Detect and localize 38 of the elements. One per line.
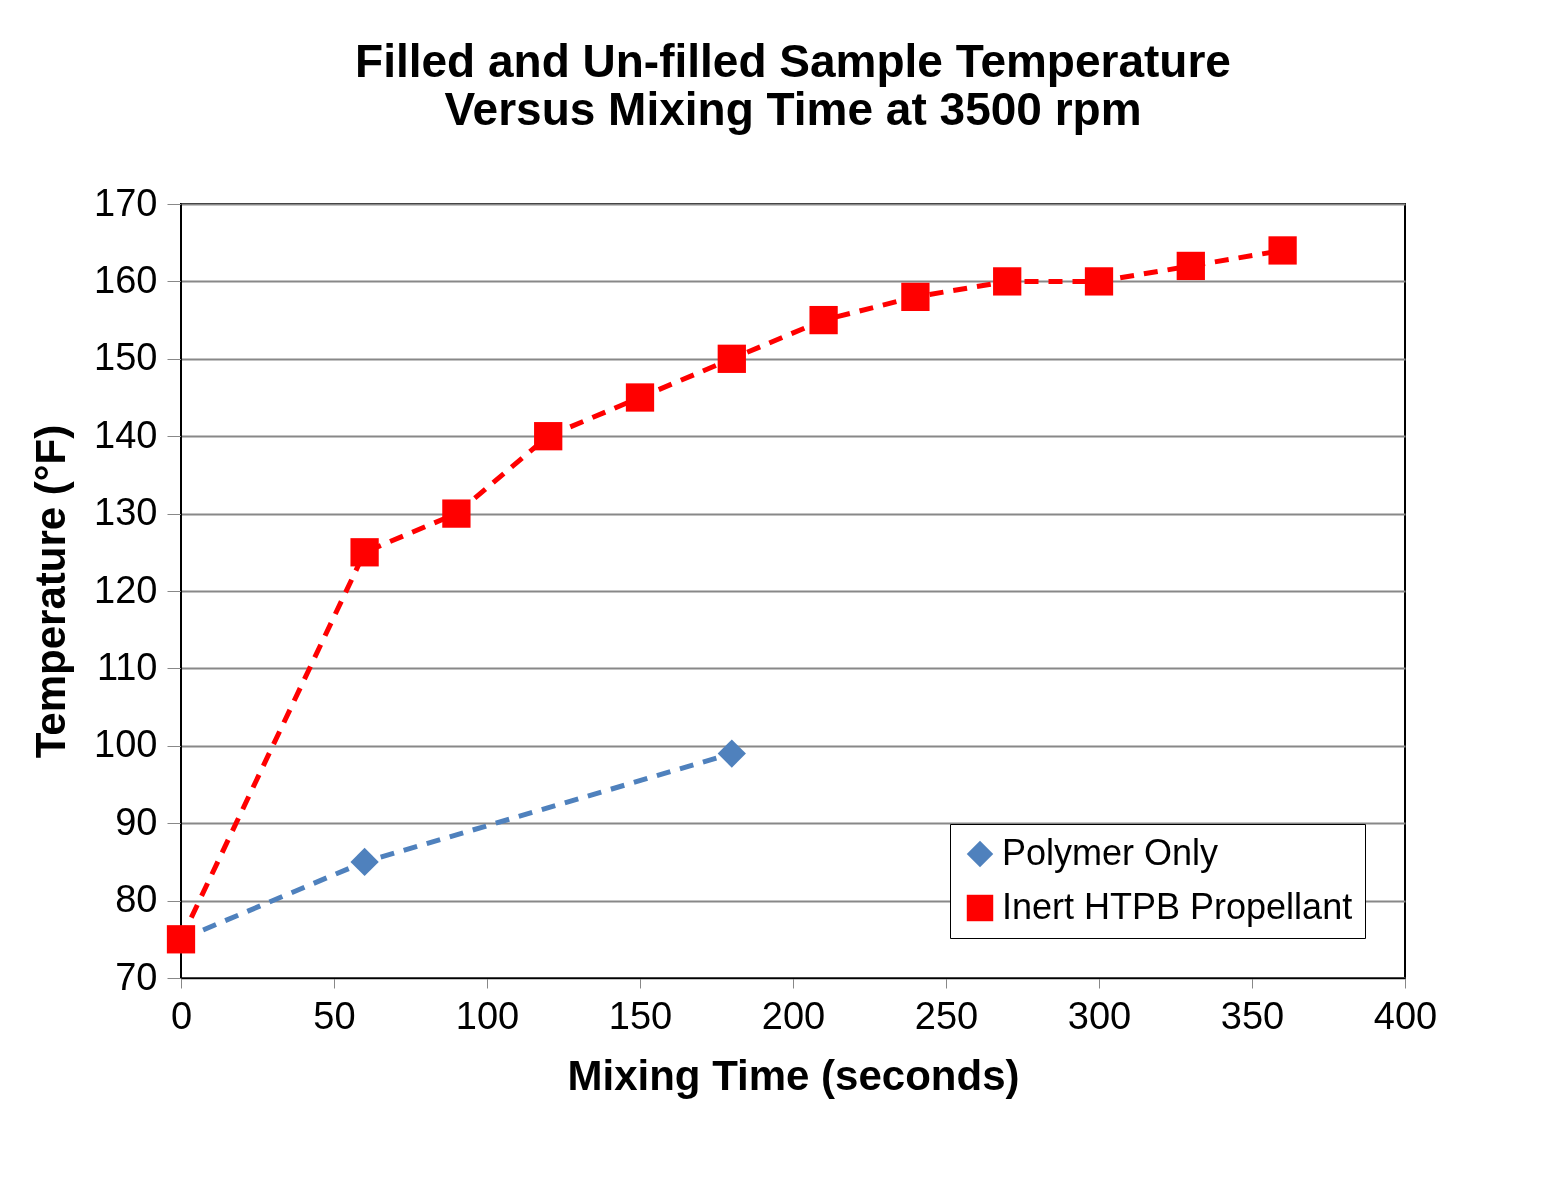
x-tick-label: 50 bbox=[313, 994, 356, 1037]
legend-label: Polymer Only bbox=[1002, 832, 1219, 873]
y-tick-label: 160 bbox=[94, 258, 158, 301]
y-tick-label: 80 bbox=[115, 878, 158, 921]
y-tick-label: 140 bbox=[94, 413, 158, 456]
legend-label: Inert HTPB Propellant bbox=[1002, 886, 1353, 927]
point bbox=[625, 383, 655, 412]
y-tick-label: 120 bbox=[94, 568, 158, 611]
y-axis-title: Temperature (°F) bbox=[27, 424, 75, 759]
point bbox=[350, 847, 379, 877]
point bbox=[993, 267, 1022, 296]
point bbox=[717, 739, 746, 768]
x-tick-label: 350 bbox=[1220, 994, 1285, 1037]
x-tick-label: 0 bbox=[170, 994, 193, 1037]
point bbox=[717, 344, 746, 373]
y-tick-label: 170 bbox=[94, 181, 158, 224]
y-tick-label: 70 bbox=[115, 955, 158, 998]
x-tick-label: 250 bbox=[914, 994, 979, 1037]
chart-title: Filled and Un-filled Sample Temperature Versus Mixing Time at 3500 rpm bbox=[355, 35, 1231, 135]
y-tick-label: 100 bbox=[94, 723, 158, 766]
x-axis-title: Mixing Time (seconds) bbox=[567, 1051, 1020, 1099]
point bbox=[350, 538, 379, 567]
x-tick-label: 200 bbox=[761, 994, 826, 1037]
x-tick-label: 300 bbox=[1067, 994, 1132, 1037]
x-tick-label: 100 bbox=[455, 994, 520, 1037]
y-tick-label: 110 bbox=[96, 645, 158, 688]
x-tick-label: 400 bbox=[1373, 994, 1438, 1037]
point bbox=[442, 499, 471, 528]
point bbox=[809, 305, 838, 335]
y-tick-label: 130 bbox=[94, 491, 158, 534]
point bbox=[1084, 267, 1114, 296]
y-tick-label: 150 bbox=[94, 336, 158, 379]
point bbox=[1268, 236, 1297, 265]
x-tick-label: 150 bbox=[608, 994, 673, 1037]
y-tick-label: 90 bbox=[115, 800, 158, 843]
point bbox=[534, 422, 563, 451]
point bbox=[1176, 251, 1205, 281]
point bbox=[901, 282, 930, 312]
